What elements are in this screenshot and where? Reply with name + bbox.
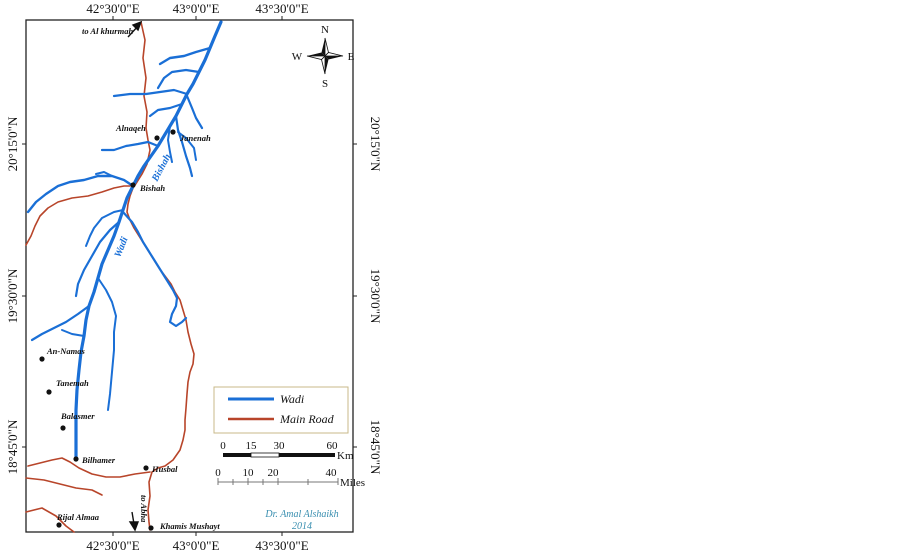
- wadi-tributary: [185, 94, 204, 130]
- left-latitude-label: 19°30'0"N: [5, 268, 20, 323]
- town-label: Husbal: [151, 464, 178, 474]
- right-latitude-label: 20°15'0"N: [368, 117, 383, 172]
- wadi-tributary: [148, 102, 184, 118]
- bottom-longitude-label: 42°30'0"E: [86, 538, 139, 553]
- compass-south-label: S: [322, 78, 328, 90]
- wadi-tributary: [177, 131, 197, 161]
- wadi-tributary-west: [26, 174, 135, 214]
- wadi-tributary: [85, 209, 124, 247]
- wadi-tributary: [158, 46, 212, 66]
- scale-km-tick: 15: [246, 440, 258, 452]
- legend-road-label: Main Road: [279, 412, 335, 426]
- town-point-an-namas: [39, 356, 45, 362]
- scale-km-tick: 30: [274, 440, 286, 452]
- wadi-tributary: [112, 88, 189, 98]
- legend-wadi-label: Wadi: [280, 392, 304, 406]
- scale-mile-tick: 40: [326, 467, 338, 479]
- wadi-tributary-west: [74, 220, 121, 298]
- town-point-alnaqeh: [154, 135, 160, 141]
- scale-mile-tick: 0: [215, 467, 221, 479]
- town-label: An-Namas: [46, 346, 85, 356]
- town-point-janenah: [170, 129, 176, 135]
- wadi-main-channel: [74, 20, 223, 460]
- town-label: Khamis Mushayt: [159, 521, 220, 531]
- scale-mile-tick: 20: [268, 467, 280, 479]
- road-west: [25, 185, 131, 246]
- compass-north-label: N: [321, 24, 329, 36]
- compass-east-label: E: [348, 51, 355, 63]
- town-point-rijal-almaa: [56, 522, 62, 528]
- legend: Wadi Main Road: [213, 386, 349, 434]
- scale-bar-miles: [217, 478, 339, 485]
- wadi-tributary: [174, 114, 194, 178]
- bottom-longitude-label: 43°0'0"E: [173, 538, 220, 553]
- top-longitude-label: 43°0'0"E: [173, 1, 220, 16]
- wadi-tributary: [61, 329, 85, 337]
- left-latitude-label: 18°45'0"N: [5, 419, 20, 474]
- frame-ticks: [22, 16, 357, 536]
- scale-mile-unit: Miles: [340, 477, 365, 489]
- scale-km-unit: Km: [337, 450, 354, 462]
- scale-km-tick: 60: [327, 440, 339, 452]
- town-label: Tanemah: [56, 378, 89, 388]
- signature-author: Dr. Amal Alshaikh: [264, 509, 338, 520]
- right-latitude-label: 19°30'0"N: [368, 269, 383, 324]
- top-longitude-label: 42°30'0"E: [86, 1, 139, 16]
- signature-year: 2014: [292, 521, 312, 532]
- compass-rose-icon: [306, 37, 344, 75]
- arrow-icon: [128, 511, 140, 532]
- town-point-tanemah: [46, 389, 52, 395]
- road-southwest: [27, 457, 151, 478]
- wadi-tributary-south: [97, 277, 117, 411]
- arrow-icon: [127, 20, 143, 38]
- town-label: Rijal Almaa: [56, 512, 100, 522]
- wadi-tributary: [156, 68, 201, 90]
- wadi-tributary: [95, 171, 113, 177]
- scale-km-tick: 0: [220, 440, 226, 452]
- wadi-network: [26, 20, 223, 460]
- town-label: Alnaqeh: [115, 123, 146, 133]
- left-latitude-label: 20°15'0"N: [5, 116, 20, 171]
- town-point-bilhamer: [73, 456, 79, 462]
- right-latitude-label: 18°45'0"N: [368, 420, 383, 475]
- town-label: Bishah: [139, 183, 165, 193]
- top-longitude-label: 43°30'0"E: [255, 1, 308, 16]
- town-label: Balasmer: [60, 411, 95, 421]
- town-points: [39, 129, 176, 531]
- road-rijal: [25, 477, 103, 496]
- town-label: Janenah: [179, 133, 211, 143]
- town-point-bishah: [130, 182, 136, 188]
- compass-west-label: W: [292, 51, 303, 63]
- town-label: to Abha: [139, 495, 149, 523]
- road-rijal-south: [25, 507, 75, 533]
- wadi-tributary-east: [121, 210, 188, 328]
- town-point-husbal: [143, 465, 149, 471]
- town-label: Bilhamer: [81, 455, 116, 465]
- town-point-balasmer: [60, 425, 66, 431]
- wadi-tributary: [100, 140, 160, 152]
- scale-bar-km: [223, 452, 335, 458]
- wadi-tributary-southwest: [30, 304, 91, 342]
- bottom-longitude-label: 43°30'0"E: [255, 538, 308, 553]
- town-label: to Al khurmah: [82, 26, 133, 36]
- scale-mile-tick: 10: [243, 467, 255, 479]
- wadi-tributary: [167, 125, 173, 163]
- town-point-khamis-mushayt: [148, 525, 154, 531]
